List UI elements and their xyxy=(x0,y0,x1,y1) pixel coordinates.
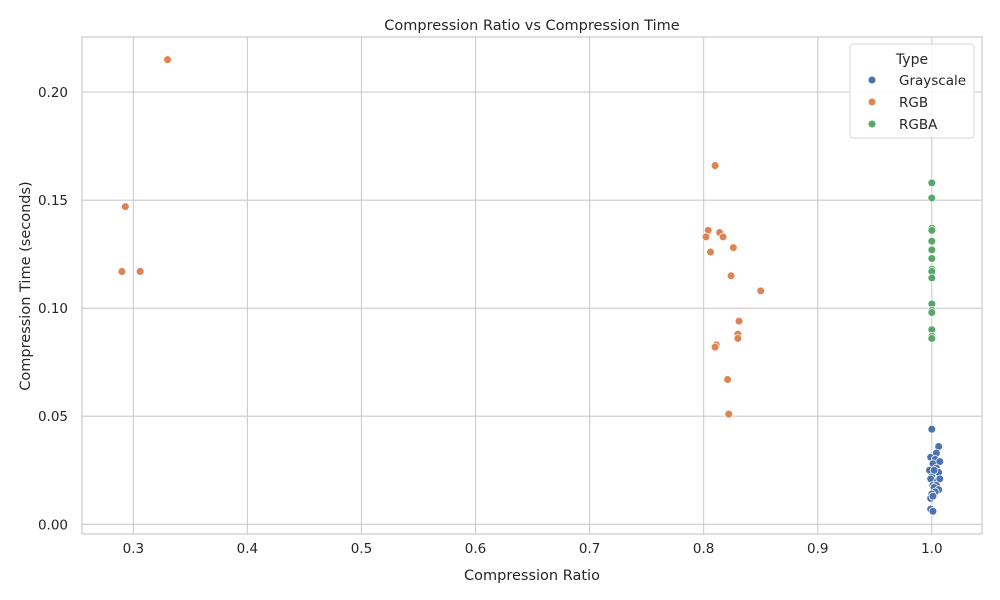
point-rgb xyxy=(710,161,720,170)
x-tick-label: 0.6 xyxy=(465,541,486,557)
point-grayscale xyxy=(928,491,938,501)
point-rgb xyxy=(734,316,744,326)
legend: Type Grayscale RGB RGBA xyxy=(849,43,975,139)
x-tick-label: 1.0 xyxy=(921,541,942,557)
point-rgb xyxy=(701,232,711,242)
y-tick-label: 0.00 xyxy=(38,517,68,533)
point-rgb xyxy=(726,271,736,281)
point-rgb xyxy=(117,267,127,276)
point-rgba xyxy=(927,273,937,283)
point-rgba xyxy=(927,236,937,246)
point-grayscale xyxy=(929,465,939,475)
x-axis-ticks: 0.3 0.4 0.5 0.6 0.7 0.8 0.9 1.0 xyxy=(123,541,943,557)
point-rgb xyxy=(718,232,728,242)
legend-box xyxy=(849,43,975,139)
point-rgb xyxy=(756,286,765,296)
legend-marker-rgba xyxy=(867,119,877,129)
y-tick-label: 0.20 xyxy=(38,85,68,101)
point-rgb xyxy=(135,267,145,276)
legend-label-rgb: RGB xyxy=(899,95,928,111)
point-grayscale xyxy=(935,474,945,484)
legend-title: Type xyxy=(895,52,928,68)
x-tick-label: 0.5 xyxy=(351,541,372,557)
x-tick-label: 0.9 xyxy=(807,541,828,557)
y-tick-label: 0.05 xyxy=(38,409,68,425)
legend-label-grayscale: Grayscale xyxy=(899,73,966,89)
point-grayscale xyxy=(935,457,945,466)
point-rgba xyxy=(927,308,937,317)
x-axis-label: Compression Ratio xyxy=(464,568,600,584)
plot-frame xyxy=(81,36,983,535)
point-rgb xyxy=(163,55,172,64)
legend-items: Grayscale RGB RGBA xyxy=(867,73,966,133)
point-grayscale xyxy=(928,507,938,516)
point-rgba xyxy=(927,178,937,188)
x-tick-label: 0.4 xyxy=(237,541,258,557)
point-grayscale xyxy=(927,424,937,434)
y-axis-ticks: 0.00 0.05 0.10 0.15 0.20 xyxy=(38,85,68,533)
point-rgb xyxy=(729,243,738,252)
data-points xyxy=(117,55,945,516)
point-rgb xyxy=(733,334,743,343)
point-rgb xyxy=(706,247,715,257)
point-rgba xyxy=(927,193,937,203)
y-tick-label: 0.15 xyxy=(38,193,68,209)
point-rgba xyxy=(927,254,937,263)
point-rgb xyxy=(723,375,732,384)
point-rgba xyxy=(927,334,937,343)
point-rgb xyxy=(121,202,130,211)
chart-title: Compression Ratio vs Compression Time xyxy=(384,18,680,34)
y-tick-label: 0.10 xyxy=(38,301,68,317)
x-tick-label: 0.7 xyxy=(579,541,600,557)
point-rgba xyxy=(927,245,937,255)
x-tick-label: 0.8 xyxy=(693,541,714,557)
x-tick-label: 0.3 xyxy=(123,541,144,557)
point-rgb xyxy=(724,409,734,419)
legend-marker-grayscale xyxy=(867,75,877,85)
point-rgb xyxy=(710,342,720,352)
legend-marker-rgb xyxy=(867,97,877,107)
y-axis-label: Compression Time (seconds) xyxy=(18,181,34,390)
point-rgba xyxy=(927,226,937,235)
legend-label-rgba: RGBA xyxy=(899,117,938,133)
